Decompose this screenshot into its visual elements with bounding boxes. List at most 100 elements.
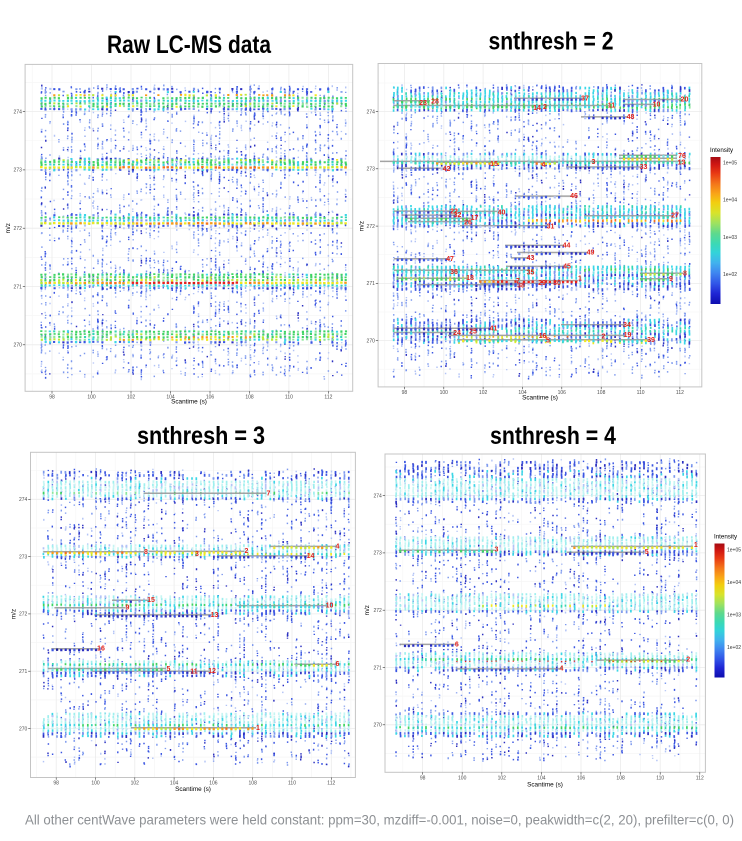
svg-text:9: 9 <box>669 276 673 283</box>
svg-text:274: 274 <box>373 493 382 499</box>
svg-text:36: 36 <box>450 269 458 276</box>
svg-text:270: 270 <box>373 723 382 729</box>
svg-text:1: 1 <box>578 275 582 282</box>
svg-text:29: 29 <box>538 280 546 287</box>
svg-text:snthresh = 4: snthresh = 4 <box>490 422 616 450</box>
svg-text:112: 112 <box>324 395 332 401</box>
svg-text:Scantime (s): Scantime (s) <box>527 782 563 789</box>
svg-text:All other centWave parameters: All other centWave parameters were held … <box>25 812 734 828</box>
svg-text:2: 2 <box>543 104 547 111</box>
svg-text:271: 271 <box>19 669 28 675</box>
svg-text:1e+02: 1e+02 <box>727 645 741 651</box>
svg-text:Raw LC-MS data: Raw LC-MS data <box>107 31 272 59</box>
svg-text:4: 4 <box>560 665 564 672</box>
svg-text:30: 30 <box>553 280 561 287</box>
svg-text:100: 100 <box>87 395 96 401</box>
svg-text:12: 12 <box>208 668 216 675</box>
svg-text:110: 110 <box>285 395 293 401</box>
svg-text:42: 42 <box>443 166 451 173</box>
svg-text:Scantime (s): Scantime (s) <box>522 395 558 402</box>
svg-text:272: 272 <box>14 226 23 232</box>
svg-text:1e+05: 1e+05 <box>723 160 737 166</box>
svg-text:270: 270 <box>14 343 23 349</box>
svg-text:37: 37 <box>581 95 589 102</box>
svg-text:14: 14 <box>307 553 315 560</box>
svg-text:104: 104 <box>537 775 546 781</box>
svg-text:3: 3 <box>195 551 199 558</box>
svg-text:273: 273 <box>367 167 376 173</box>
svg-text:112: 112 <box>676 390 684 396</box>
svg-text:Intensity: Intensity <box>714 534 738 541</box>
svg-text:16: 16 <box>539 333 547 340</box>
svg-text:8: 8 <box>683 270 687 277</box>
svg-text:106: 106 <box>558 390 567 396</box>
svg-text:5: 5 <box>645 549 649 556</box>
svg-text:6: 6 <box>455 641 459 648</box>
svg-text:102: 102 <box>127 395 136 401</box>
svg-text:76: 76 <box>678 153 686 160</box>
svg-text:38: 38 <box>517 283 525 290</box>
svg-text:Intensity: Intensity <box>710 147 734 154</box>
svg-text:15: 15 <box>147 597 155 604</box>
svg-text:274: 274 <box>367 109 376 115</box>
svg-text:98: 98 <box>420 775 426 781</box>
svg-text:274: 274 <box>19 497 28 503</box>
svg-text:13: 13 <box>211 612 219 619</box>
svg-text:9: 9 <box>126 605 130 612</box>
svg-text:2: 2 <box>602 333 606 340</box>
svg-text:272: 272 <box>367 224 376 230</box>
svg-text:14: 14 <box>533 105 541 112</box>
svg-text:100: 100 <box>458 775 467 781</box>
svg-text:26: 26 <box>464 220 472 227</box>
svg-text:98: 98 <box>402 390 408 396</box>
svg-text:19: 19 <box>624 332 632 339</box>
svg-text:2: 2 <box>686 656 690 663</box>
svg-text:271: 271 <box>367 281 376 287</box>
svg-text:44: 44 <box>563 242 571 249</box>
svg-text:271: 271 <box>373 665 382 671</box>
svg-text:10: 10 <box>653 101 661 108</box>
svg-text:47: 47 <box>446 256 454 263</box>
svg-text:270: 270 <box>19 726 28 732</box>
svg-text:m/z: m/z <box>359 221 366 231</box>
svg-text:102: 102 <box>479 390 488 396</box>
svg-text:108: 108 <box>616 775 625 781</box>
svg-text:7: 7 <box>516 278 520 285</box>
svg-text:snthresh = 3: snthresh = 3 <box>137 422 265 450</box>
svg-text:106: 106 <box>209 780 218 786</box>
svg-text:1: 1 <box>256 725 260 732</box>
svg-text:272: 272 <box>19 612 28 618</box>
svg-text:102: 102 <box>498 775 507 781</box>
svg-text:1: 1 <box>694 542 698 549</box>
svg-text:1e+05: 1e+05 <box>727 547 741 553</box>
svg-text:112: 112 <box>696 775 704 781</box>
svg-text:104: 104 <box>166 395 175 401</box>
svg-text:104: 104 <box>170 780 179 786</box>
svg-text:273: 273 <box>373 551 382 557</box>
svg-text:270: 270 <box>367 338 376 344</box>
svg-text:1e+04: 1e+04 <box>723 198 737 204</box>
svg-text:7: 7 <box>267 490 271 497</box>
svg-text:98: 98 <box>49 395 55 401</box>
svg-text:110: 110 <box>637 390 645 396</box>
svg-text:32: 32 <box>454 212 462 219</box>
svg-text:10: 10 <box>326 603 334 610</box>
svg-text:17: 17 <box>471 215 479 222</box>
svg-text:41: 41 <box>490 326 498 333</box>
svg-text:13: 13 <box>678 159 686 166</box>
svg-text:46: 46 <box>570 193 578 200</box>
svg-text:23: 23 <box>419 100 427 107</box>
svg-text:m/z: m/z <box>364 605 371 615</box>
svg-text:110: 110 <box>656 775 664 781</box>
svg-text:Scantime (s): Scantime (s) <box>175 786 211 793</box>
svg-text:98: 98 <box>53 780 59 786</box>
svg-text:28: 28 <box>431 98 439 105</box>
svg-text:snthresh = 2: snthresh = 2 <box>489 28 614 56</box>
svg-text:1e+03: 1e+03 <box>727 612 741 618</box>
svg-text:110: 110 <box>288 780 296 786</box>
svg-text:273: 273 <box>19 554 28 560</box>
svg-text:112: 112 <box>327 780 335 786</box>
svg-text:273: 273 <box>14 168 23 174</box>
svg-text:39: 39 <box>647 337 655 344</box>
svg-text:271: 271 <box>14 284 23 290</box>
